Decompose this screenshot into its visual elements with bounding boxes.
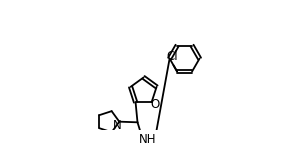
Text: Cl: Cl xyxy=(166,50,178,63)
Text: N: N xyxy=(113,119,122,132)
Text: O: O xyxy=(150,98,160,111)
Text: NH: NH xyxy=(139,133,157,145)
